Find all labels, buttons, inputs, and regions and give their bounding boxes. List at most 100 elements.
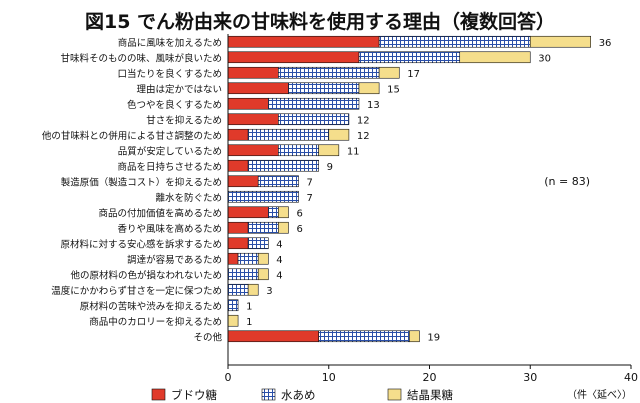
bar-row: 商品に風味を加えるため 36	[118, 35, 612, 49]
bar-row: 品質が安定しているため 11	[118, 144, 360, 157]
bar-segment-3	[247, 283, 259, 296]
total-value-label: 12	[357, 115, 370, 126]
bar-segment-3	[257, 268, 269, 281]
bar-segment-3	[358, 82, 380, 95]
category-label: 商品に風味を加えるため	[118, 37, 222, 49]
bar-segment-2	[237, 252, 259, 265]
bar-row: 他の原材料の色が損なわれないため 4	[70, 268, 283, 281]
bar-segment-2	[227, 190, 299, 203]
bar-segment-1	[227, 113, 279, 126]
bar-row: 原材料の苦味や渋みを抑えるため 1	[80, 299, 252, 312]
x-axis: 0 10 20 30 40	[225, 34, 638, 384]
total-value-label: 6	[296, 224, 302, 235]
bar-segment-3	[257, 252, 269, 265]
bar-segment-1	[227, 175, 259, 188]
legend-label: ブドウ糖	[171, 388, 217, 402]
bar-segment-1	[227, 206, 269, 219]
bar-segment-1	[227, 97, 269, 110]
chart-title: 図15 でん粉由来の甘味料を使用する理由（複数回答）	[85, 10, 555, 33]
category-label: 品質が安定しているため	[118, 145, 222, 157]
total-value-label: 3	[266, 286, 272, 297]
legend-item: ブドウ糖	[151, 388, 217, 402]
x-tick-label: 40	[624, 371, 638, 384]
bar-segment-1	[227, 159, 249, 172]
total-value-label: 9	[327, 162, 333, 173]
total-value-label: 12	[357, 131, 370, 142]
category-label: 香りや風味を高めるため	[117, 223, 222, 235]
bar-segment-3	[278, 206, 289, 219]
legend-label: 結晶果糖	[407, 388, 453, 402]
total-value-label: 19	[427, 332, 440, 343]
bar-segment-1	[227, 82, 289, 95]
bar-row: 口当たりを良くするため 17	[117, 66, 420, 80]
bar-segment-1	[227, 128, 249, 141]
bar-segment-3	[409, 330, 420, 343]
bar-segment-2	[247, 221, 279, 234]
bar-segment-2	[278, 66, 380, 79]
category-label: 商品の付加価値を高めるため	[98, 207, 222, 219]
bar-segment-3	[227, 314, 239, 327]
category-label: 調達が容易であるため	[127, 254, 222, 266]
total-value-label: 1	[246, 317, 252, 328]
category-label: 色つやを良くするため	[127, 99, 222, 111]
bar-row: 製造原価（製造コスト）を抑えるため 7	[61, 175, 313, 188]
bar-segment-2	[278, 113, 350, 126]
legend-swatch	[261, 388, 276, 401]
bar-segment-1	[227, 330, 319, 343]
bar-row: 他の甘味料との併用による甘さ調整のため 12	[42, 128, 370, 142]
bar-segment-2	[247, 128, 330, 141]
total-value-label: 1	[246, 301, 252, 312]
bar-segment-2	[358, 51, 461, 64]
bar-segment-3	[459, 51, 531, 64]
legend-swatch	[387, 388, 402, 401]
bar-segment-2	[278, 144, 319, 157]
x-tick-label: 0	[225, 371, 232, 384]
category-label: 原材料に対する安心感を訴求するため	[60, 238, 222, 250]
bar-segment-3	[328, 128, 350, 141]
bar-segment-2	[257, 175, 299, 188]
total-value-label: 7	[307, 177, 313, 188]
bar-row: 色つやを良くするため 13	[127, 97, 380, 111]
category-label: 離水を防ぐため	[155, 192, 222, 204]
bar-segment-2	[227, 299, 239, 312]
sample-size-note: (n = 83)	[544, 175, 590, 188]
bar-segment-1	[227, 221, 249, 234]
legend-swatch	[151, 388, 166, 401]
bar-row: 甘さを抑えるため 12	[146, 113, 370, 126]
total-value-label: 7	[307, 193, 313, 204]
bar-segment-2	[318, 330, 410, 343]
bar-segment-2	[227, 283, 249, 296]
bar-segment-2	[247, 237, 269, 250]
category-label: 他の原材料の色が損なわれないため	[70, 269, 222, 281]
category-label: その他	[193, 331, 222, 343]
bar-row: 香りや風味を高めるため 6	[117, 221, 303, 235]
category-label: 口当たりを良くするため	[117, 68, 222, 80]
bar-segment-1	[227, 51, 360, 64]
bar-segment-1	[227, 252, 239, 265]
category-label: 甘味料そのものの味、風味が良いため	[60, 52, 222, 64]
bar-segment-3	[529, 35, 592, 48]
bar-segment-3	[378, 66, 400, 79]
total-value-label: 36	[599, 38, 612, 49]
category-label: 製造原価（製造コスト）を抑えるため	[61, 176, 222, 188]
bar-segment-1	[227, 66, 279, 79]
bar-segment-2	[288, 82, 360, 95]
total-value-label: 13	[367, 100, 380, 111]
total-value-label: 6	[296, 208, 302, 219]
x-tick-label: 10	[322, 371, 336, 384]
category-label: 温度にかかわらず甘さを一定に保つため	[51, 285, 222, 297]
bar-segment-2	[267, 206, 279, 219]
category-label: 他の甘味料との併用による甘さ調整のため	[42, 130, 222, 142]
x-tick-label: 30	[523, 371, 537, 384]
bar-segment-2	[227, 268, 259, 281]
legend-label: 水あめ	[281, 388, 316, 402]
bar-segment-1	[227, 144, 279, 157]
x-axis-unit-label: （件〈延べ〉）	[567, 389, 632, 401]
legend: ブドウ糖 水あめ 結晶果糖	[151, 388, 453, 402]
bar-row: 理由は定かではない 15	[136, 82, 400, 95]
category-label: 商品を日持ちさせるため	[117, 161, 222, 173]
bar-segment-1	[227, 237, 249, 250]
total-value-label: 4	[276, 239, 282, 250]
